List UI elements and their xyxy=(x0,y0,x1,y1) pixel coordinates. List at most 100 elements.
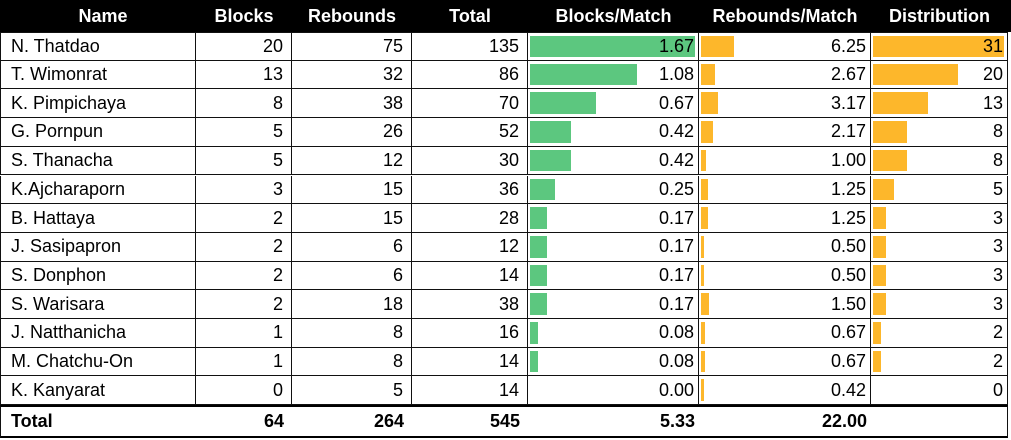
cell-blocks: 13 xyxy=(196,60,292,90)
table-row: K. Pimpichaya 8 38 70 0.67 3.17 13 xyxy=(0,89,1011,119)
cell-name-value: M. Chatchu-On xyxy=(11,351,134,372)
cell-total: 14 xyxy=(412,376,528,406)
cell-blocks-value: 1 xyxy=(272,322,283,343)
cell-blocks-per-match: 0.00 xyxy=(528,376,699,406)
cell-name-value: B. Hattaya xyxy=(11,207,96,228)
cell-distribution-value: 3 xyxy=(992,207,1003,228)
cell-distribution-value: 8 xyxy=(992,121,1003,142)
cell-rebounds: 15 xyxy=(292,204,412,233)
cell-rebounds-per-match-value: 2.17 xyxy=(830,121,866,142)
cell-rebounds-per-match: 0.67 xyxy=(699,319,871,348)
cell-blocks-value: 2 xyxy=(272,236,283,257)
cell-rebounds-per-match: 1.00 xyxy=(699,146,871,176)
cell-rebounds: 8 xyxy=(292,347,412,377)
cell-rebounds-per-match-bar xyxy=(701,264,704,287)
cell-distribution-value: 3 xyxy=(992,293,1003,314)
cell-rebounds-per-match-bar xyxy=(701,322,705,344)
cell-distribution-value: 8 xyxy=(992,150,1003,171)
cell-blocks-value: 2 xyxy=(272,293,283,314)
cell-blocks-per-match-bar xyxy=(530,178,555,201)
cell-rebounds-value: 6 xyxy=(392,236,403,257)
table-row: G. Pornpun 5 26 52 0.42 2.17 8 xyxy=(0,118,1011,147)
cell-blocks-per-match-value: 0.08 xyxy=(658,351,694,372)
table-row: K.Ajcharaporn 3 15 36 0.25 1.25 5 xyxy=(0,175,1011,205)
cell-blocks-per-match-bar xyxy=(530,322,538,344)
total-label: Total xyxy=(0,405,196,438)
header-rebounds: Rebounds xyxy=(308,5,396,26)
cell-rebounds-per-match-value: 1.00 xyxy=(830,150,866,171)
cell-rebounds-per-match-bar xyxy=(701,350,705,373)
cell-rebounds-per-match: 0.50 xyxy=(699,232,871,262)
cell-distribution: 5 xyxy=(871,175,1008,205)
table-row: J. Natthanicha 1 8 16 0.08 0.67 2 xyxy=(0,319,1011,348)
cell-distribution-bar xyxy=(873,350,882,373)
cell-rebounds-per-match: 0.50 xyxy=(699,261,871,291)
cell-rebounds: 8 xyxy=(292,319,412,348)
cell-name: B. Hattaya xyxy=(0,204,196,233)
cell-blocks-per-match-value: 0.17 xyxy=(658,207,694,228)
cell-blocks-per-match-bar xyxy=(530,235,547,258)
cell-blocks-per-match-value: 0.17 xyxy=(658,236,694,257)
cell-blocks: 0 xyxy=(196,376,292,406)
cell-name: K. Pimpichaya xyxy=(0,89,196,119)
cell-total-value: 70 xyxy=(498,92,519,113)
cell-rebounds-per-match-value: 2.67 xyxy=(830,64,866,85)
cell-rebounds-value: 26 xyxy=(382,121,403,142)
cell-name-value: J. Sasipapron xyxy=(11,236,122,257)
cell-rebounds: 12 xyxy=(292,146,412,176)
cell-blocks-per-match-value: 0.25 xyxy=(658,178,694,199)
cell-rebounds-per-match-bar xyxy=(701,235,704,258)
cell-rebounds-per-match: 6.25 xyxy=(699,32,871,61)
cell-blocks: 2 xyxy=(196,204,292,233)
cell-distribution-bar xyxy=(873,235,886,258)
cell-rebounds-per-match-bar xyxy=(701,207,708,229)
cell-distribution-bar xyxy=(873,207,886,229)
cell-total-value: 135 xyxy=(488,35,519,56)
cell-blocks-per-match: 0.08 xyxy=(528,347,699,377)
cell-name-value: S. Thanacha xyxy=(11,150,113,171)
cell-distribution-bar xyxy=(873,121,907,143)
cell-name-value: J. Natthanicha xyxy=(11,322,127,343)
cell-distribution-value: 13 xyxy=(982,92,1003,113)
table-row: S. Warisara 2 18 38 0.17 1.50 3 xyxy=(0,290,1011,319)
cell-blocks-per-match: 0.25 xyxy=(528,175,699,205)
cell-rebounds: 18 xyxy=(292,290,412,319)
cell-blocks-value: 5 xyxy=(272,121,283,142)
cell-rebounds-value: 38 xyxy=(382,92,403,113)
cell-blocks-per-match-value: 1.08 xyxy=(658,64,694,85)
cell-total: 52 xyxy=(412,118,528,147)
table-row: J. Sasipapron 2 6 12 0.17 0.50 3 xyxy=(0,232,1011,262)
table-row: M. Chatchu-On 1 8 14 0.08 0.67 2 xyxy=(0,347,1011,377)
cell-rebounds-per-match-value: 0.50 xyxy=(830,236,866,257)
total-blocks-per-match: 5.33 xyxy=(528,405,699,438)
table-row: S. Donphon 2 6 14 0.17 0.50 3 xyxy=(0,261,1011,291)
cell-distribution-value: 2 xyxy=(992,351,1003,372)
cell-name: J. Natthanicha xyxy=(0,319,196,348)
cell-blocks-per-match: 1.67 xyxy=(528,32,699,61)
cell-name-value: T. Wimonrat xyxy=(11,64,108,85)
cell-distribution-value: 0 xyxy=(992,379,1003,400)
cell-name: K. Kanyarat xyxy=(0,376,196,406)
total-total: 545 xyxy=(412,405,528,438)
cell-blocks-per-match-value: 0.42 xyxy=(658,150,694,171)
header-name: Name xyxy=(78,5,128,26)
cell-rebounds-per-match-value: 0.42 xyxy=(830,379,866,400)
cell-name: S. Thanacha xyxy=(0,146,196,176)
cell-name-value: S. Warisara xyxy=(11,293,105,314)
cell-blocks-value: 13 xyxy=(262,64,283,85)
cell-distribution: 3 xyxy=(871,261,1008,291)
cell-name-value: K. Kanyarat xyxy=(11,379,106,400)
cell-name: J. Sasipapron xyxy=(0,232,196,262)
cell-rebounds-value: 18 xyxy=(382,293,403,314)
cell-rebounds-per-match-value: 1.25 xyxy=(830,178,866,199)
cell-rebounds-per-match: 1.25 xyxy=(699,175,871,205)
cell-distribution: 20 xyxy=(871,60,1008,90)
cell-distribution: 31 xyxy=(871,32,1008,61)
cell-total: 14 xyxy=(412,347,528,377)
cell-distribution-value: 31 xyxy=(982,35,1003,56)
cell-blocks-per-match-bar xyxy=(530,92,597,115)
cell-rebounds-per-match: 2.67 xyxy=(699,60,871,90)
cell-total: 28 xyxy=(412,204,528,233)
cell-blocks-per-match: 0.42 xyxy=(528,118,699,147)
cell-distribution-value: 2 xyxy=(992,322,1003,343)
